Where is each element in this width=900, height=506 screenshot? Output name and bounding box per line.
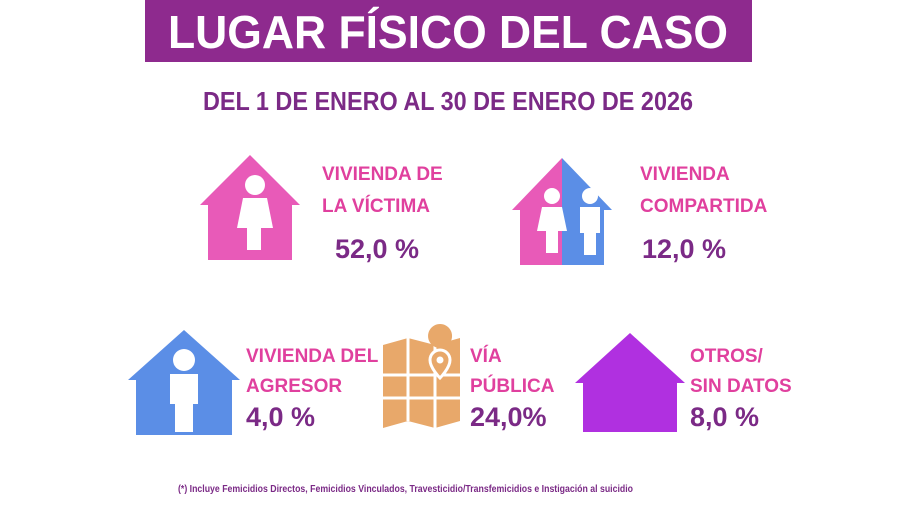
item-value: 4,0 % bbox=[246, 402, 315, 432]
house-icon bbox=[200, 155, 300, 260]
item-label: OTROS/ bbox=[690, 346, 764, 367]
title-banner bbox=[145, 0, 752, 62]
house-icon bbox=[575, 333, 685, 432]
item-value: 24,0% bbox=[470, 402, 547, 432]
footnote: (*) Incluye Femicidios Directos, Femicid… bbox=[178, 484, 633, 495]
item-label: LA VÍCTIMA bbox=[322, 195, 430, 217]
item-label: PÚBLICA bbox=[470, 375, 555, 397]
item-value: 52,0 % bbox=[335, 234, 419, 264]
item-value: 8,0 % bbox=[690, 402, 759, 432]
item-label: VÍA bbox=[470, 345, 502, 367]
item-label: VIVIENDA DE bbox=[322, 164, 443, 185]
item-label: AGRESOR bbox=[246, 376, 342, 397]
house-icon bbox=[128, 330, 240, 435]
house-icon bbox=[512, 158, 612, 265]
item-label: VIVIENDA bbox=[640, 164, 730, 185]
item-value: 12,0 % bbox=[642, 234, 726, 264]
title: LUGAR FÍSICO DEL CASO bbox=[168, 6, 728, 58]
item-label: COMPARTIDA bbox=[640, 196, 768, 217]
map-icon bbox=[383, 324, 460, 428]
item-label: VIVIENDA DEL bbox=[246, 346, 379, 367]
subtitle: DEL 1 DE ENERO AL 30 DE ENERO DE 2026 bbox=[203, 86, 693, 116]
item-label: SIN DATOS bbox=[690, 376, 792, 397]
